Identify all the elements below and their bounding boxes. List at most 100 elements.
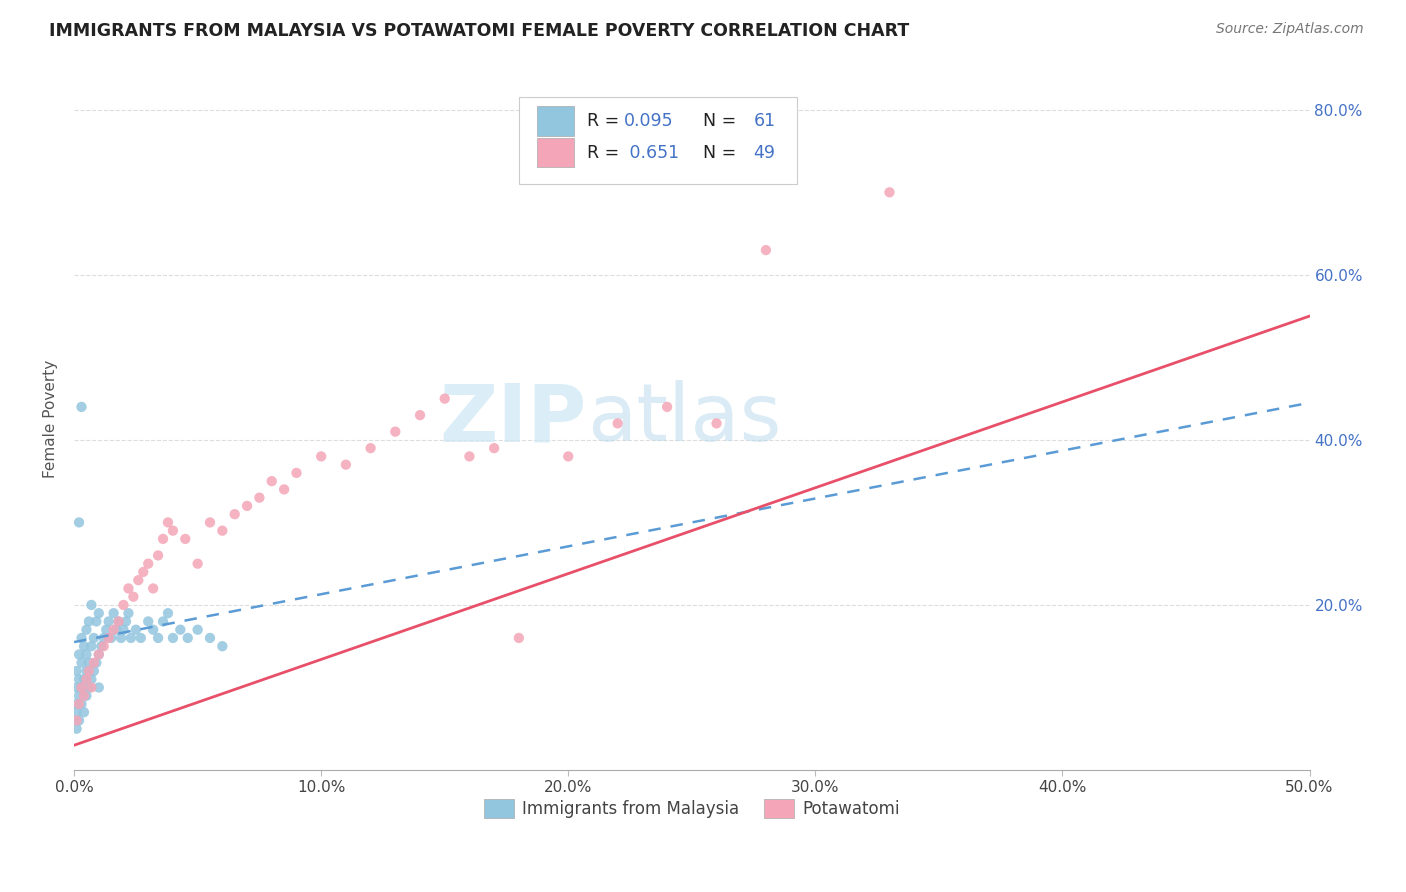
Text: 49: 49 <box>754 144 776 161</box>
Point <box>174 532 197 546</box>
Point <box>77 656 100 670</box>
Point <box>224 507 246 521</box>
Point <box>67 689 90 703</box>
Point <box>198 516 221 530</box>
Point <box>87 681 110 695</box>
Point <box>103 623 125 637</box>
Point <box>112 598 135 612</box>
Point <box>335 458 357 472</box>
Text: IMMIGRANTS FROM MALAYSIA VS POTAWATOMI FEMALE POVERTY CORRELATION CHART: IMMIGRANTS FROM MALAYSIA VS POTAWATOMI F… <box>49 22 910 40</box>
FancyBboxPatch shape <box>537 106 575 136</box>
Point <box>198 631 221 645</box>
FancyBboxPatch shape <box>519 96 797 185</box>
Point <box>129 631 152 645</box>
Point <box>152 615 174 629</box>
Point <box>162 524 184 538</box>
Point <box>117 582 139 596</box>
Point <box>655 400 678 414</box>
Point <box>70 681 93 695</box>
Point <box>80 681 103 695</box>
Point <box>67 697 90 711</box>
Point <box>70 631 93 645</box>
Point <box>75 672 97 686</box>
Point <box>260 474 283 488</box>
Point <box>187 623 209 637</box>
Point <box>87 648 110 662</box>
Point <box>508 631 530 645</box>
Point <box>97 631 120 645</box>
Text: Source: ZipAtlas.com: Source: ZipAtlas.com <box>1216 22 1364 37</box>
Point <box>77 615 100 629</box>
Point <box>384 425 406 439</box>
Point <box>97 615 120 629</box>
Point <box>211 524 233 538</box>
Point <box>70 681 93 695</box>
Point <box>86 656 108 670</box>
Point <box>482 441 505 455</box>
Point <box>169 623 191 637</box>
Point <box>65 714 87 728</box>
Point <box>557 450 579 464</box>
Point <box>65 664 87 678</box>
Point <box>75 689 97 703</box>
Point <box>247 491 270 505</box>
Point <box>77 681 100 695</box>
Point <box>70 697 93 711</box>
Point <box>100 631 122 645</box>
Point <box>86 615 108 629</box>
Point <box>132 565 155 579</box>
Point <box>65 697 87 711</box>
Point <box>706 417 728 431</box>
Point <box>87 648 110 662</box>
Point <box>433 392 456 406</box>
Point <box>107 615 129 629</box>
Point <box>83 631 105 645</box>
Point <box>156 606 179 620</box>
Point <box>67 516 90 530</box>
Point <box>73 639 96 653</box>
Point <box>107 615 129 629</box>
Point <box>117 606 139 620</box>
Point <box>122 590 145 604</box>
Point <box>70 400 93 414</box>
Point <box>93 639 115 653</box>
Point <box>146 631 169 645</box>
Point <box>90 639 112 653</box>
Point <box>120 631 142 645</box>
Text: N =: N = <box>692 144 741 161</box>
Text: N =: N = <box>692 112 741 130</box>
Point <box>285 466 308 480</box>
Point <box>83 664 105 678</box>
Point <box>187 557 209 571</box>
Point <box>458 450 481 464</box>
Point <box>75 648 97 662</box>
Point <box>142 623 165 637</box>
Text: R =: R = <box>586 144 624 161</box>
Point <box>211 639 233 653</box>
Point <box>177 631 200 645</box>
Point <box>606 417 628 431</box>
Point <box>136 615 159 629</box>
Point <box>83 656 105 670</box>
Point <box>879 186 901 200</box>
Point <box>70 656 93 670</box>
Point <box>80 598 103 612</box>
Point <box>105 623 128 637</box>
Text: R =: R = <box>586 112 624 130</box>
Point <box>93 631 115 645</box>
Text: 0.095: 0.095 <box>624 112 673 130</box>
Text: 0.651: 0.651 <box>624 144 679 161</box>
Point <box>73 705 96 719</box>
Point <box>80 672 103 686</box>
Point <box>309 450 332 464</box>
Point <box>755 243 778 257</box>
Point <box>65 722 87 736</box>
Text: 61: 61 <box>754 112 776 130</box>
Point <box>146 549 169 563</box>
Point <box>273 483 295 497</box>
Point <box>112 623 135 637</box>
Point <box>67 672 90 686</box>
Point <box>67 714 90 728</box>
Point <box>77 664 100 678</box>
Point <box>127 573 149 587</box>
